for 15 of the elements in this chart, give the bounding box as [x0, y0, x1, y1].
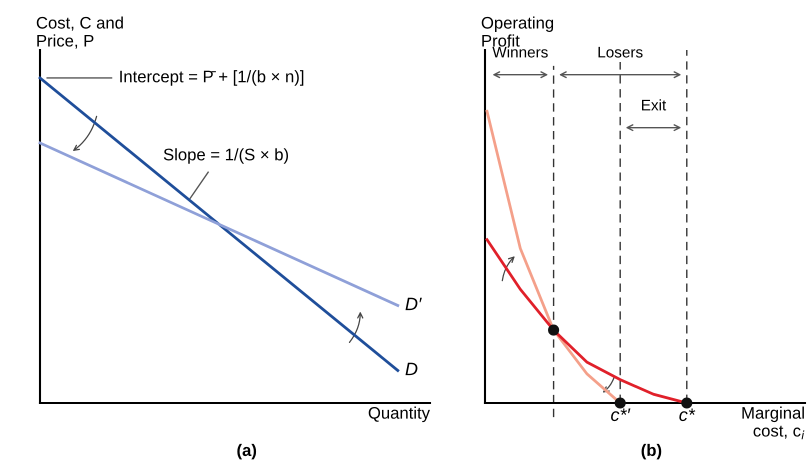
text: Winners — [492, 46, 548, 58]
x-axis-title: Marginal cost, c$_{i}$ — [742, 406, 804, 440]
text: (b) — [642, 444, 662, 460]
text: (a) — [237, 444, 256, 460]
x-axis-title: Quantity — [368, 406, 430, 422]
annotation: Intercept = P̄ + [1/(b × n)] — [120, 70, 304, 86]
y-axis-title: Operating Profit — [482, 16, 554, 47]
x-tick-label: c* — [679, 408, 696, 422]
annotation: Slope = 1/(S × b) — [164, 148, 288, 164]
series-label: D — [406, 362, 418, 376]
y-axis-title: Cost, C and Price, P — [36, 16, 123, 49]
series-label: D′ — [406, 298, 422, 310]
text: Exit — [642, 99, 666, 110]
x-tick-label: c*′ — [611, 408, 630, 422]
text: Losers — [598, 46, 643, 58]
